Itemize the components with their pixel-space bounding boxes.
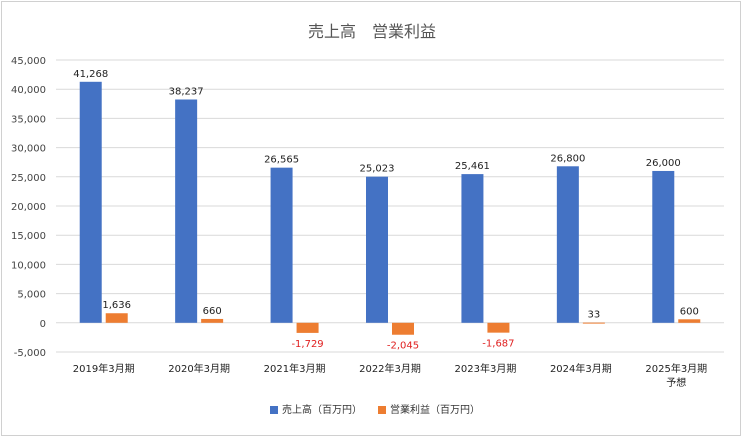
sales-bar	[556, 166, 579, 323]
sales-bar	[79, 81, 102, 323]
operating-profit-bar	[201, 318, 224, 323]
y-tick-label: 10,000	[11, 260, 46, 271]
profit-data-label: 1,636	[102, 300, 131, 311]
profit-data-label: -1,687	[482, 339, 514, 350]
y-tick-label: 5,000	[17, 290, 46, 301]
operating-profit-bar	[582, 322, 605, 324]
legend-entry: 営業利益（百万円）	[390, 403, 480, 416]
legend-entry: 売上高（百万円）	[282, 403, 362, 416]
gridlines: -5,000 0 5,000 10,000 15,000 20,000 25,000 30,0…	[11, 56, 724, 359]
sales-bar	[461, 174, 484, 323]
legend: 売上高（百万円） 営業利益（百万円）	[270, 403, 480, 416]
sales-data-label: 26,565	[264, 155, 299, 166]
sales-bar	[175, 99, 198, 323]
y-tick-label: 35,000	[11, 114, 46, 125]
sales-data-label: 25,023	[360, 164, 395, 175]
y-tick-label: 25,000	[11, 173, 46, 184]
y-tick-label: 45,000	[11, 56, 46, 67]
profit-data-label: -1,729	[291, 339, 323, 350]
sales-data-label: 26,000	[646, 158, 681, 169]
x-tick-label: 2023年3月期	[455, 362, 517, 375]
x-tick-label: 2021年3月期	[264, 362, 326, 375]
y-tick-label: 40,000	[11, 85, 46, 96]
operating-profit-bar	[487, 322, 510, 333]
sales-data-label: 25,461	[455, 161, 490, 172]
sales-bar	[270, 167, 293, 323]
chart-title: 売上高 営業利益	[308, 22, 436, 41]
sales-bar	[366, 176, 388, 323]
profit-data-label: 600	[680, 306, 699, 317]
profit-data-label: -2,045	[387, 341, 419, 352]
legend-swatch	[270, 406, 278, 414]
y-tick-label: -5,000	[14, 348, 46, 359]
y-tick-label: 15,000	[11, 231, 46, 242]
bars	[79, 81, 701, 335]
y-tick-label: 20,000	[11, 202, 46, 213]
operating-profit-bar	[678, 319, 701, 323]
x-tick-label: 2025年3月期予想	[645, 362, 707, 389]
x-tick-label: 2022年3月期	[359, 362, 421, 375]
x-tick-label: 2020年3月期	[168, 362, 230, 375]
sales-data-label: 41,268	[73, 69, 108, 80]
sales-bar	[652, 170, 675, 323]
operating-profit-bar	[105, 313, 128, 323]
x-tick-label: 2024年3月期	[550, 362, 612, 375]
profit-data-label: 33	[587, 310, 600, 321]
data-labels: 41,268 38,237 26,565 25,023 25,461 26,800 26,0…	[73, 69, 699, 352]
operating-profit-bar	[296, 322, 319, 333]
y-tick-label: 30,000	[11, 144, 46, 155]
profit-data-label: 660	[203, 306, 222, 317]
sales-data-label: 38,237	[169, 86, 204, 97]
y-tick-label: 0	[40, 319, 46, 330]
operating-profit-bar	[392, 322, 414, 335]
axes: 2019年3月期 2020年3月期 2021年3月期 2022年3月期 2023年3月期…	[73, 362, 707, 389]
sales-data-label: 26,800	[550, 153, 585, 164]
x-tick-label: 2019年3月期	[73, 362, 135, 375]
legend-swatch	[378, 406, 386, 414]
